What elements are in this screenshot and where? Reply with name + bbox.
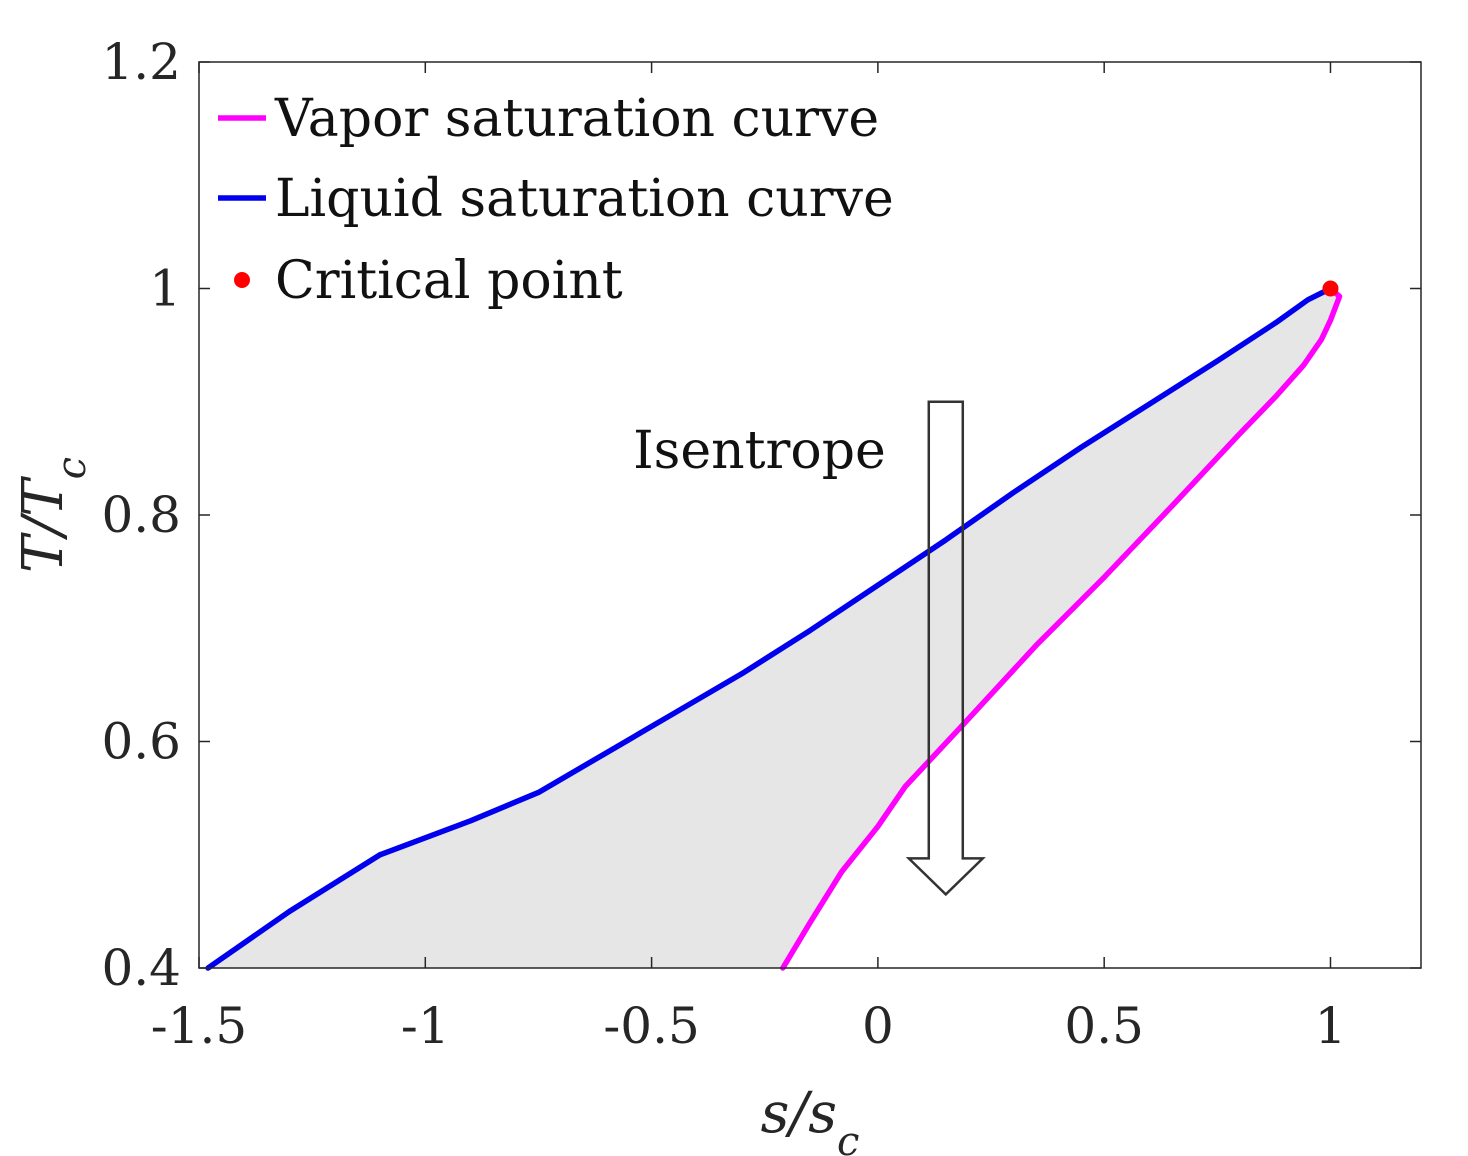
axis-label-layer: s/sc T/Tc	[11, 457, 859, 1156]
annotation-layer: Isentrope	[633, 400, 986, 897]
x-axis-label: s/sc	[761, 1081, 860, 1156]
tick-layer: -1.5 -1 -0.5 0 0.5 1 0.4 0.6 0.8 1 1.2	[101, 33, 1421, 1055]
legend-label: Liquid saturation curve	[275, 169, 894, 229]
x-tick-label: -0.5	[603, 997, 699, 1055]
critical-point-marker	[1322, 280, 1339, 297]
x-tick-label: 0.5	[1064, 997, 1144, 1055]
series-layer	[205, 280, 1343, 971]
legend: Vapor saturation curve Liquid saturation …	[218, 89, 894, 311]
isentrope-label: Isentrope	[633, 421, 886, 481]
y-tick-label: 1	[149, 260, 181, 318]
y-tick-label: 0.4	[101, 939, 181, 997]
liquid-saturation-curve	[205, 285, 1334, 971]
y-axis-label: T/Tc	[11, 457, 95, 573]
vapor-saturation-curve	[780, 285, 1343, 971]
y-tick-label: 0.8	[101, 486, 181, 544]
legend-label: Vapor saturation curve	[274, 89, 879, 149]
y-tick-label: 0.6	[101, 713, 181, 771]
y-tick-label: 1.2	[101, 33, 181, 91]
x-tick-label: 0	[862, 997, 894, 1055]
legend-label: Critical point	[275, 251, 623, 311]
legend-critical-swatch	[234, 272, 250, 288]
x-tick-label: 1	[1315, 997, 1347, 1055]
x-tick-label: -1.5	[151, 997, 247, 1055]
isentrope-arrow	[905, 400, 986, 897]
x-tick-label: -1	[401, 997, 450, 1055]
